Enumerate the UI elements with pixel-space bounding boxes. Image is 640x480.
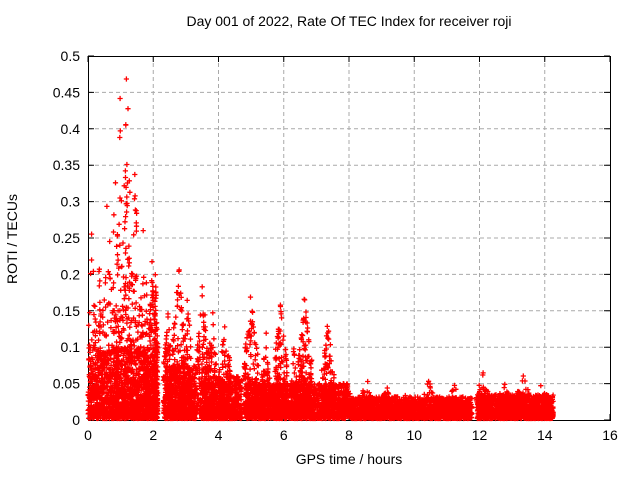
x-tick-label: 6 (280, 427, 288, 443)
y-tick-label: 0.45 (53, 84, 80, 100)
x-tick-label: 4 (215, 427, 223, 443)
y-tick-label: 0.2 (61, 266, 81, 282)
y-tick-label: 0.25 (53, 230, 80, 246)
x-tick-label: 2 (149, 427, 157, 443)
chart-title: Day 001 of 2022, Rate Of TEC Index for r… (186, 13, 512, 29)
x-tick-label: 10 (406, 427, 422, 443)
data-points (85, 76, 556, 422)
y-tick-label: 0.35 (53, 157, 80, 173)
y-tick-label: 0 (72, 412, 80, 428)
x-axis-label: GPS time / hours (295, 451, 403, 467)
plot-border (88, 56, 611, 421)
x-tick-label: 0 (84, 427, 92, 443)
x-tick-label: 12 (472, 427, 488, 443)
x-tick-label: 8 (345, 427, 353, 443)
x-tick-label: 16 (602, 427, 618, 443)
y-tick-label: 0.05 (53, 376, 80, 392)
y-tick-label: 0.5 (61, 48, 81, 64)
x-tick-label: 14 (537, 427, 553, 443)
y-tick-label: 0.1 (61, 339, 81, 355)
y-tick-label: 0.4 (61, 121, 81, 137)
y-tick-label: 0.3 (61, 194, 81, 210)
y-tick-label: 0.15 (53, 303, 80, 319)
